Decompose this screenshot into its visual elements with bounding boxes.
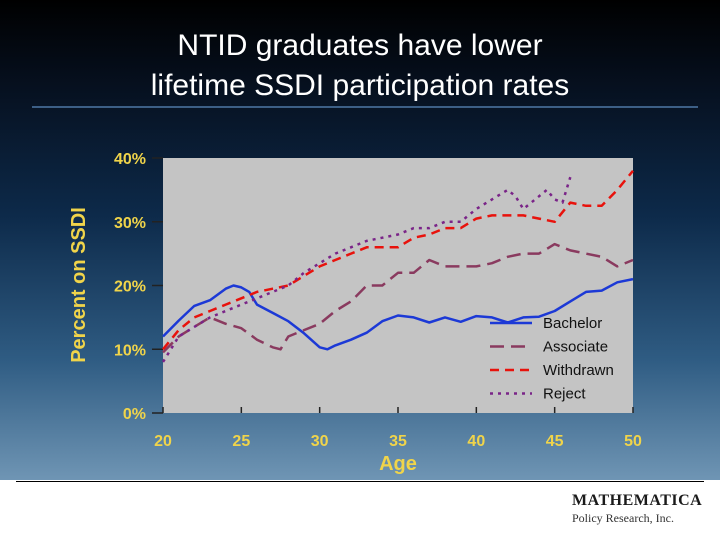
legend-label-associate: Associate: [543, 339, 608, 356]
series-line-associate: [162, 242, 634, 354]
x-tick-label: 40: [467, 433, 485, 450]
x-axis-ticks: 20 25 30 35 40 45 50: [154, 407, 642, 450]
title-line-1: NTID graduates have lower: [177, 29, 543, 62]
series-lines: [161, 170, 634, 363]
slide-title: NTID graduates have lower lifetime SSDI …: [0, 26, 720, 106]
title-divider: [32, 106, 698, 108]
logo-subtitle: Policy Research, Inc.: [572, 511, 674, 525]
y-tick-label: 30%: [114, 215, 146, 232]
logo-name: MATHEMATICA: [572, 492, 703, 509]
y-axis-label: Percent on SSDI: [68, 207, 90, 363]
y-tick-label: 0%: [123, 406, 146, 423]
x-tick-label: 50: [624, 433, 642, 450]
y-tick-label: 20%: [114, 279, 146, 296]
legend-label-withdrawn: Withdrawn: [543, 362, 614, 379]
x-tick-label: 30: [311, 433, 329, 450]
x-tick-label: 35: [389, 433, 407, 450]
title-line-2: lifetime SSDI participation rates: [150, 69, 570, 102]
series-line-withdrawn: [162, 170, 634, 351]
x-tick-label: 45: [546, 433, 564, 450]
mathematica-logo: MATHEMATICA Policy Research, Inc.: [572, 492, 702, 526]
legend-label-bachelor: Bachelor: [543, 315, 602, 332]
x-tick-label: 20: [154, 433, 172, 450]
series-line-bachelor: [162, 277, 634, 351]
y-tick-label: 10%: [114, 342, 146, 359]
y-tick-label: 40%: [114, 151, 146, 168]
legend-label-reject: Reject: [543, 386, 586, 403]
x-axis-label: Age: [379, 453, 417, 475]
series-line-reject: [161, 176, 572, 363]
legend: Bachelor Associate Withdrawn Reject: [490, 315, 614, 403]
y-axis-ticks: 0% 10% 20% 30% 40%: [114, 151, 163, 423]
footer-divider: [16, 481, 704, 482]
ssdi-line-chart: 0% 10% 20% 30% 40% 20 25 30 35 40 45 50 Bachelor As…: [68, 151, 642, 475]
x-tick-label: 25: [232, 433, 250, 450]
